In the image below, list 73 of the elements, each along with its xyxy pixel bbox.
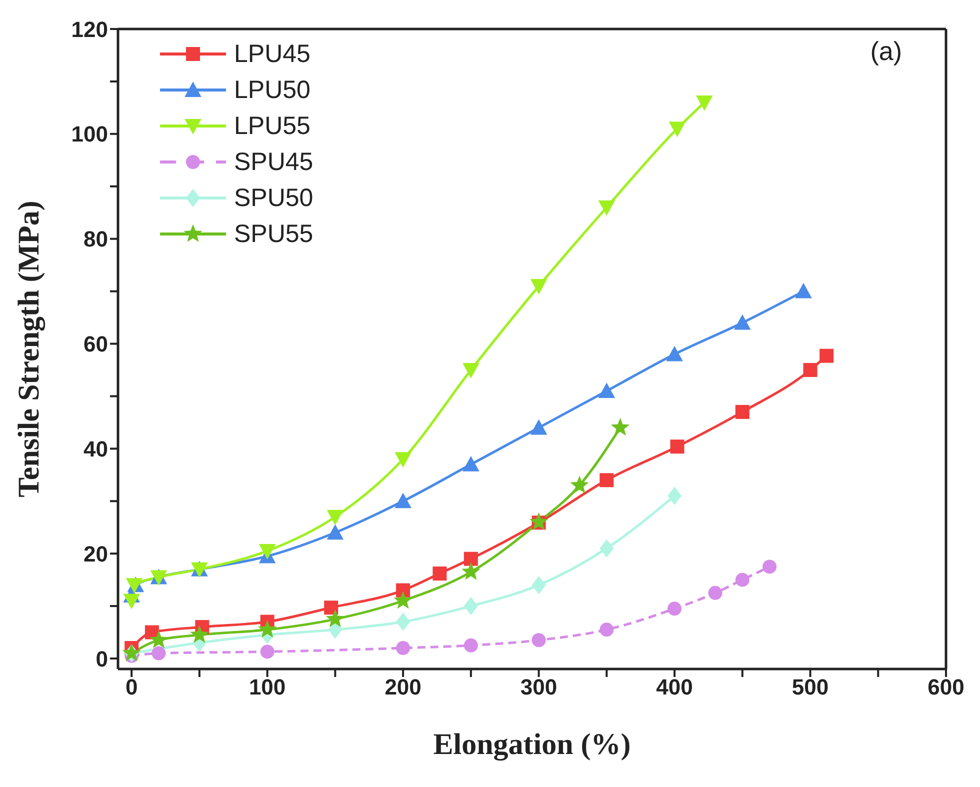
point (762, 560, 777, 574)
point (462, 362, 480, 378)
point (530, 279, 548, 294)
x-tick-label: 200 (384, 674, 422, 700)
x-axis-title: Elongation (%) (433, 728, 631, 761)
point (696, 95, 713, 111)
x-tick-label: 400 (656, 674, 693, 700)
point (462, 456, 480, 472)
point (530, 419, 548, 435)
y-tick-label: 120 (71, 16, 108, 42)
point (670, 440, 684, 454)
point (600, 473, 614, 488)
point (600, 622, 614, 637)
point (668, 122, 686, 138)
point (708, 586, 722, 600)
y-tick-label: 40 (84, 436, 108, 462)
point (123, 594, 140, 610)
x-tick-label: 300 (520, 674, 558, 700)
point (396, 583, 410, 598)
point (668, 602, 682, 616)
legend-label: SPU55 (234, 220, 314, 248)
y-axis-title: Tensile Strength (MPa) (12, 200, 46, 498)
point (324, 600, 338, 615)
x-tick-label: 100 (248, 674, 286, 700)
point (260, 644, 274, 659)
y-tick-label: 60 (84, 332, 108, 357)
point (149, 630, 168, 648)
point (432, 566, 447, 581)
point (735, 572, 750, 587)
y-tick-label: 20 (84, 541, 108, 566)
y-tick-label: 100 (71, 122, 108, 147)
point (464, 552, 478, 566)
point (464, 638, 478, 652)
annotation: (a) (870, 36, 902, 67)
y-tick-label: 80 (84, 226, 108, 252)
x-tick-label: 600 (928, 674, 964, 700)
point (820, 348, 834, 363)
legend-label: SPU50 (234, 184, 314, 212)
point (598, 382, 616, 398)
point (326, 609, 344, 628)
point (326, 510, 344, 526)
point (258, 620, 277, 638)
point (532, 576, 546, 594)
point (190, 625, 209, 643)
point (464, 596, 478, 616)
point (326, 524, 344, 540)
point (394, 492, 412, 508)
point (396, 641, 410, 656)
point (735, 404, 750, 419)
point (668, 486, 682, 505)
point (152, 646, 166, 660)
point (462, 562, 480, 580)
point (570, 476, 589, 494)
legend-label: LPU55 (234, 112, 310, 140)
point (598, 200, 616, 216)
point (394, 591, 412, 609)
point (610, 418, 630, 436)
point (532, 633, 546, 648)
legend-label: SPU45 (234, 148, 314, 176)
legend-label: LPU50 (234, 76, 310, 104)
point (600, 539, 614, 558)
point (258, 544, 276, 560)
x-tick-label: 0 (125, 674, 138, 700)
legend-label: LPU45 (234, 40, 310, 68)
point (803, 362, 818, 377)
x-tick-label: 500 (792, 674, 829, 700)
point (396, 612, 410, 631)
point (394, 452, 412, 468)
point (666, 346, 683, 362)
point (734, 314, 751, 330)
point (529, 512, 548, 530)
point (795, 282, 812, 298)
y-tick-label: 0 (96, 646, 108, 672)
